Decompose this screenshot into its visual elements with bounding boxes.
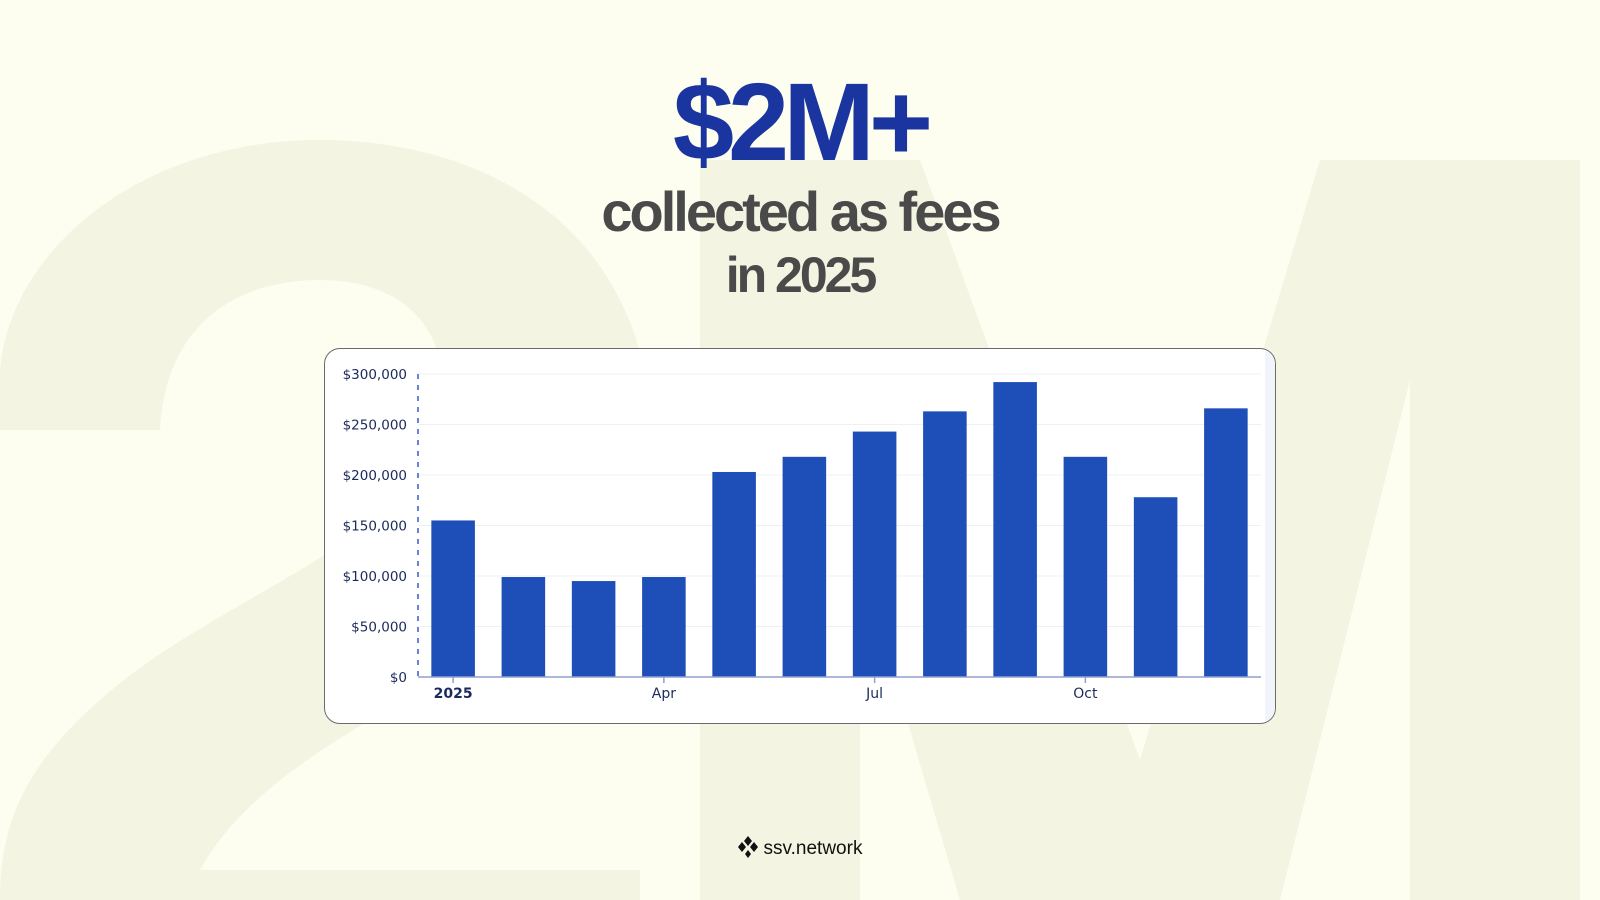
bar-dec bbox=[1204, 408, 1248, 677]
footer-brand: ssv.network bbox=[0, 836, 1600, 862]
ssv-logo-icon bbox=[737, 836, 758, 858]
bar-oct bbox=[1063, 456, 1108, 677]
bar-feb bbox=[501, 577, 546, 677]
bar-jun bbox=[782, 456, 827, 677]
y-tick-label: $0 bbox=[390, 670, 407, 686]
x-tick-label: Jul bbox=[865, 686, 883, 702]
x-tick-label: Oct bbox=[1073, 686, 1098, 702]
headline-line-1: collected as fees bbox=[601, 180, 1001, 243]
brand-name: ssv.network bbox=[763, 838, 863, 859]
bar-aug bbox=[923, 411, 967, 677]
bar-jan bbox=[431, 520, 475, 677]
bar-apr bbox=[642, 577, 686, 677]
y-tick-label: $100,000 bbox=[343, 569, 407, 585]
bar-chart: $0 $50,000 $100,000 $150,000 $200,000 $250,00… bbox=[343, 349, 1275, 723]
bar-jul bbox=[852, 431, 897, 677]
headline-amount: $2M+ bbox=[672, 61, 933, 184]
chart-right-strip bbox=[1265, 349, 1275, 723]
x-tick-label: Apr bbox=[652, 686, 676, 702]
bar-mar bbox=[571, 581, 616, 677]
y-tick-label: $150,000 bbox=[343, 519, 407, 535]
y-tick-label: $200,000 bbox=[343, 468, 407, 484]
bar-nov bbox=[1133, 497, 1178, 677]
bar-may bbox=[712, 471, 756, 677]
chart-card: $0 $50,000 $100,000 $150,000 $200,000 $250,00… bbox=[324, 348, 1276, 724]
bar-sep bbox=[993, 382, 1037, 677]
x-tick-label: 2025 bbox=[434, 686, 473, 702]
headline-line-2: in 2025 bbox=[725, 247, 878, 303]
bg-digit-two bbox=[0, 140, 648, 900]
y-tick-label: $50,000 bbox=[351, 620, 407, 636]
y-tick-label: $300,000 bbox=[343, 367, 407, 383]
y-tick-label: $250,000 bbox=[343, 418, 407, 434]
